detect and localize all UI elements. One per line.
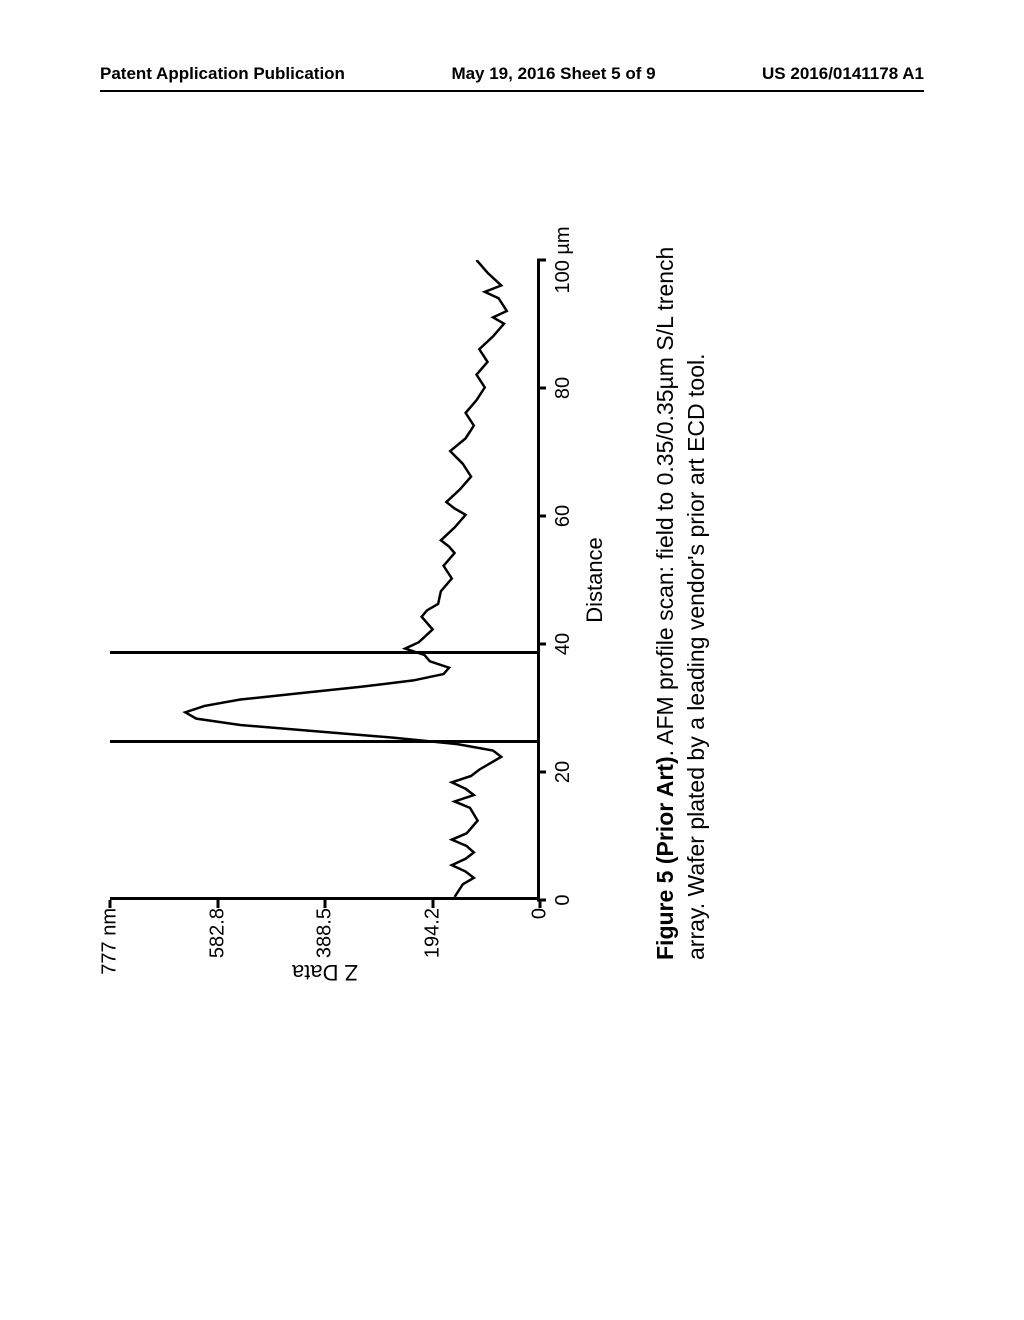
y-tick-label: 777 nm: [99, 908, 122, 975]
figure-caption: Figure 5 (Prior Art). AFM profile scan: …: [650, 240, 712, 960]
header-center: May 19, 2016 Sheet 5 of 9: [451, 64, 655, 84]
y-tick-mark: [431, 900, 434, 908]
figure-rotated-container: Z Data 0194.2388.5582.8777 nm 0204060801…: [90, 350, 910, 990]
x-tick-label: 80: [552, 377, 575, 399]
y-tick-mark: [324, 900, 327, 908]
x-tick-mark: [537, 387, 546, 390]
x-axis-label: Distance: [582, 260, 608, 900]
x-axis-ticks: 020406080100 µm: [540, 260, 580, 900]
x-tick-label: 60: [552, 505, 575, 527]
x-tick-label: 0: [552, 894, 575, 905]
y-tick-mark: [109, 900, 112, 908]
x-tick-mark: [537, 515, 546, 518]
chart-vertical-reference-line: [110, 740, 537, 743]
x-tick-mark: [537, 899, 546, 902]
y-tick-label: 0: [529, 908, 552, 919]
chart-plot-area: [110, 260, 540, 900]
chart-line-trace: [110, 260, 537, 897]
y-axis-ticks: 0194.2388.5582.8777 nm: [110, 900, 540, 990]
x-tick-label: 40: [552, 633, 575, 655]
x-tick-label: 20: [552, 761, 575, 783]
caption-figure-label: Figure 5 (Prior Art): [652, 756, 678, 960]
x-tick-mark: [537, 259, 546, 262]
x-tick-mark: [537, 771, 546, 774]
y-tick-label: 388.5: [314, 908, 337, 958]
y-tick-label: 194.2: [421, 908, 444, 958]
y-tick-mark: [216, 900, 219, 908]
header-right: US 2016/0141178 A1: [762, 64, 924, 84]
y-tick-label: 582.8: [206, 908, 229, 958]
page-header: Patent Application Publication May 19, 2…: [0, 64, 1024, 92]
x-tick-mark: [537, 643, 546, 646]
header-divider: [100, 90, 924, 92]
x-tick-label: 100 µm: [552, 226, 575, 293]
header-left: Patent Application Publication: [100, 64, 345, 84]
chart-vertical-reference-line: [110, 651, 537, 654]
